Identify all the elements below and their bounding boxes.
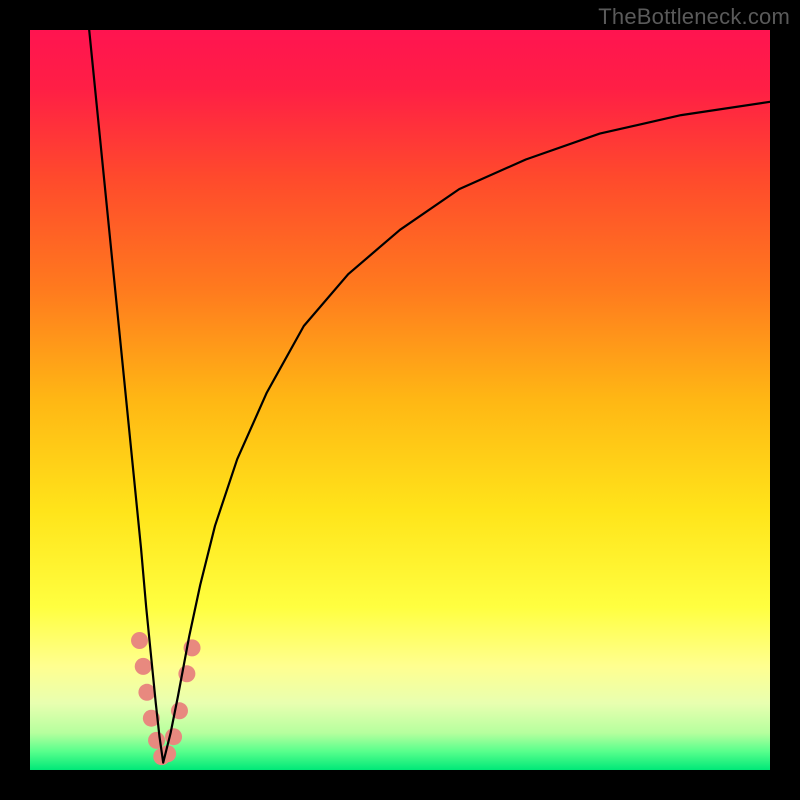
data-marker bbox=[135, 658, 152, 675]
watermark-text: TheBottleneck.com bbox=[598, 4, 790, 30]
bottleneck-chart bbox=[0, 0, 800, 800]
data-marker bbox=[148, 732, 165, 749]
figure-container: TheBottleneck.com bbox=[0, 0, 800, 800]
data-marker bbox=[138, 684, 155, 701]
data-marker bbox=[131, 632, 148, 649]
